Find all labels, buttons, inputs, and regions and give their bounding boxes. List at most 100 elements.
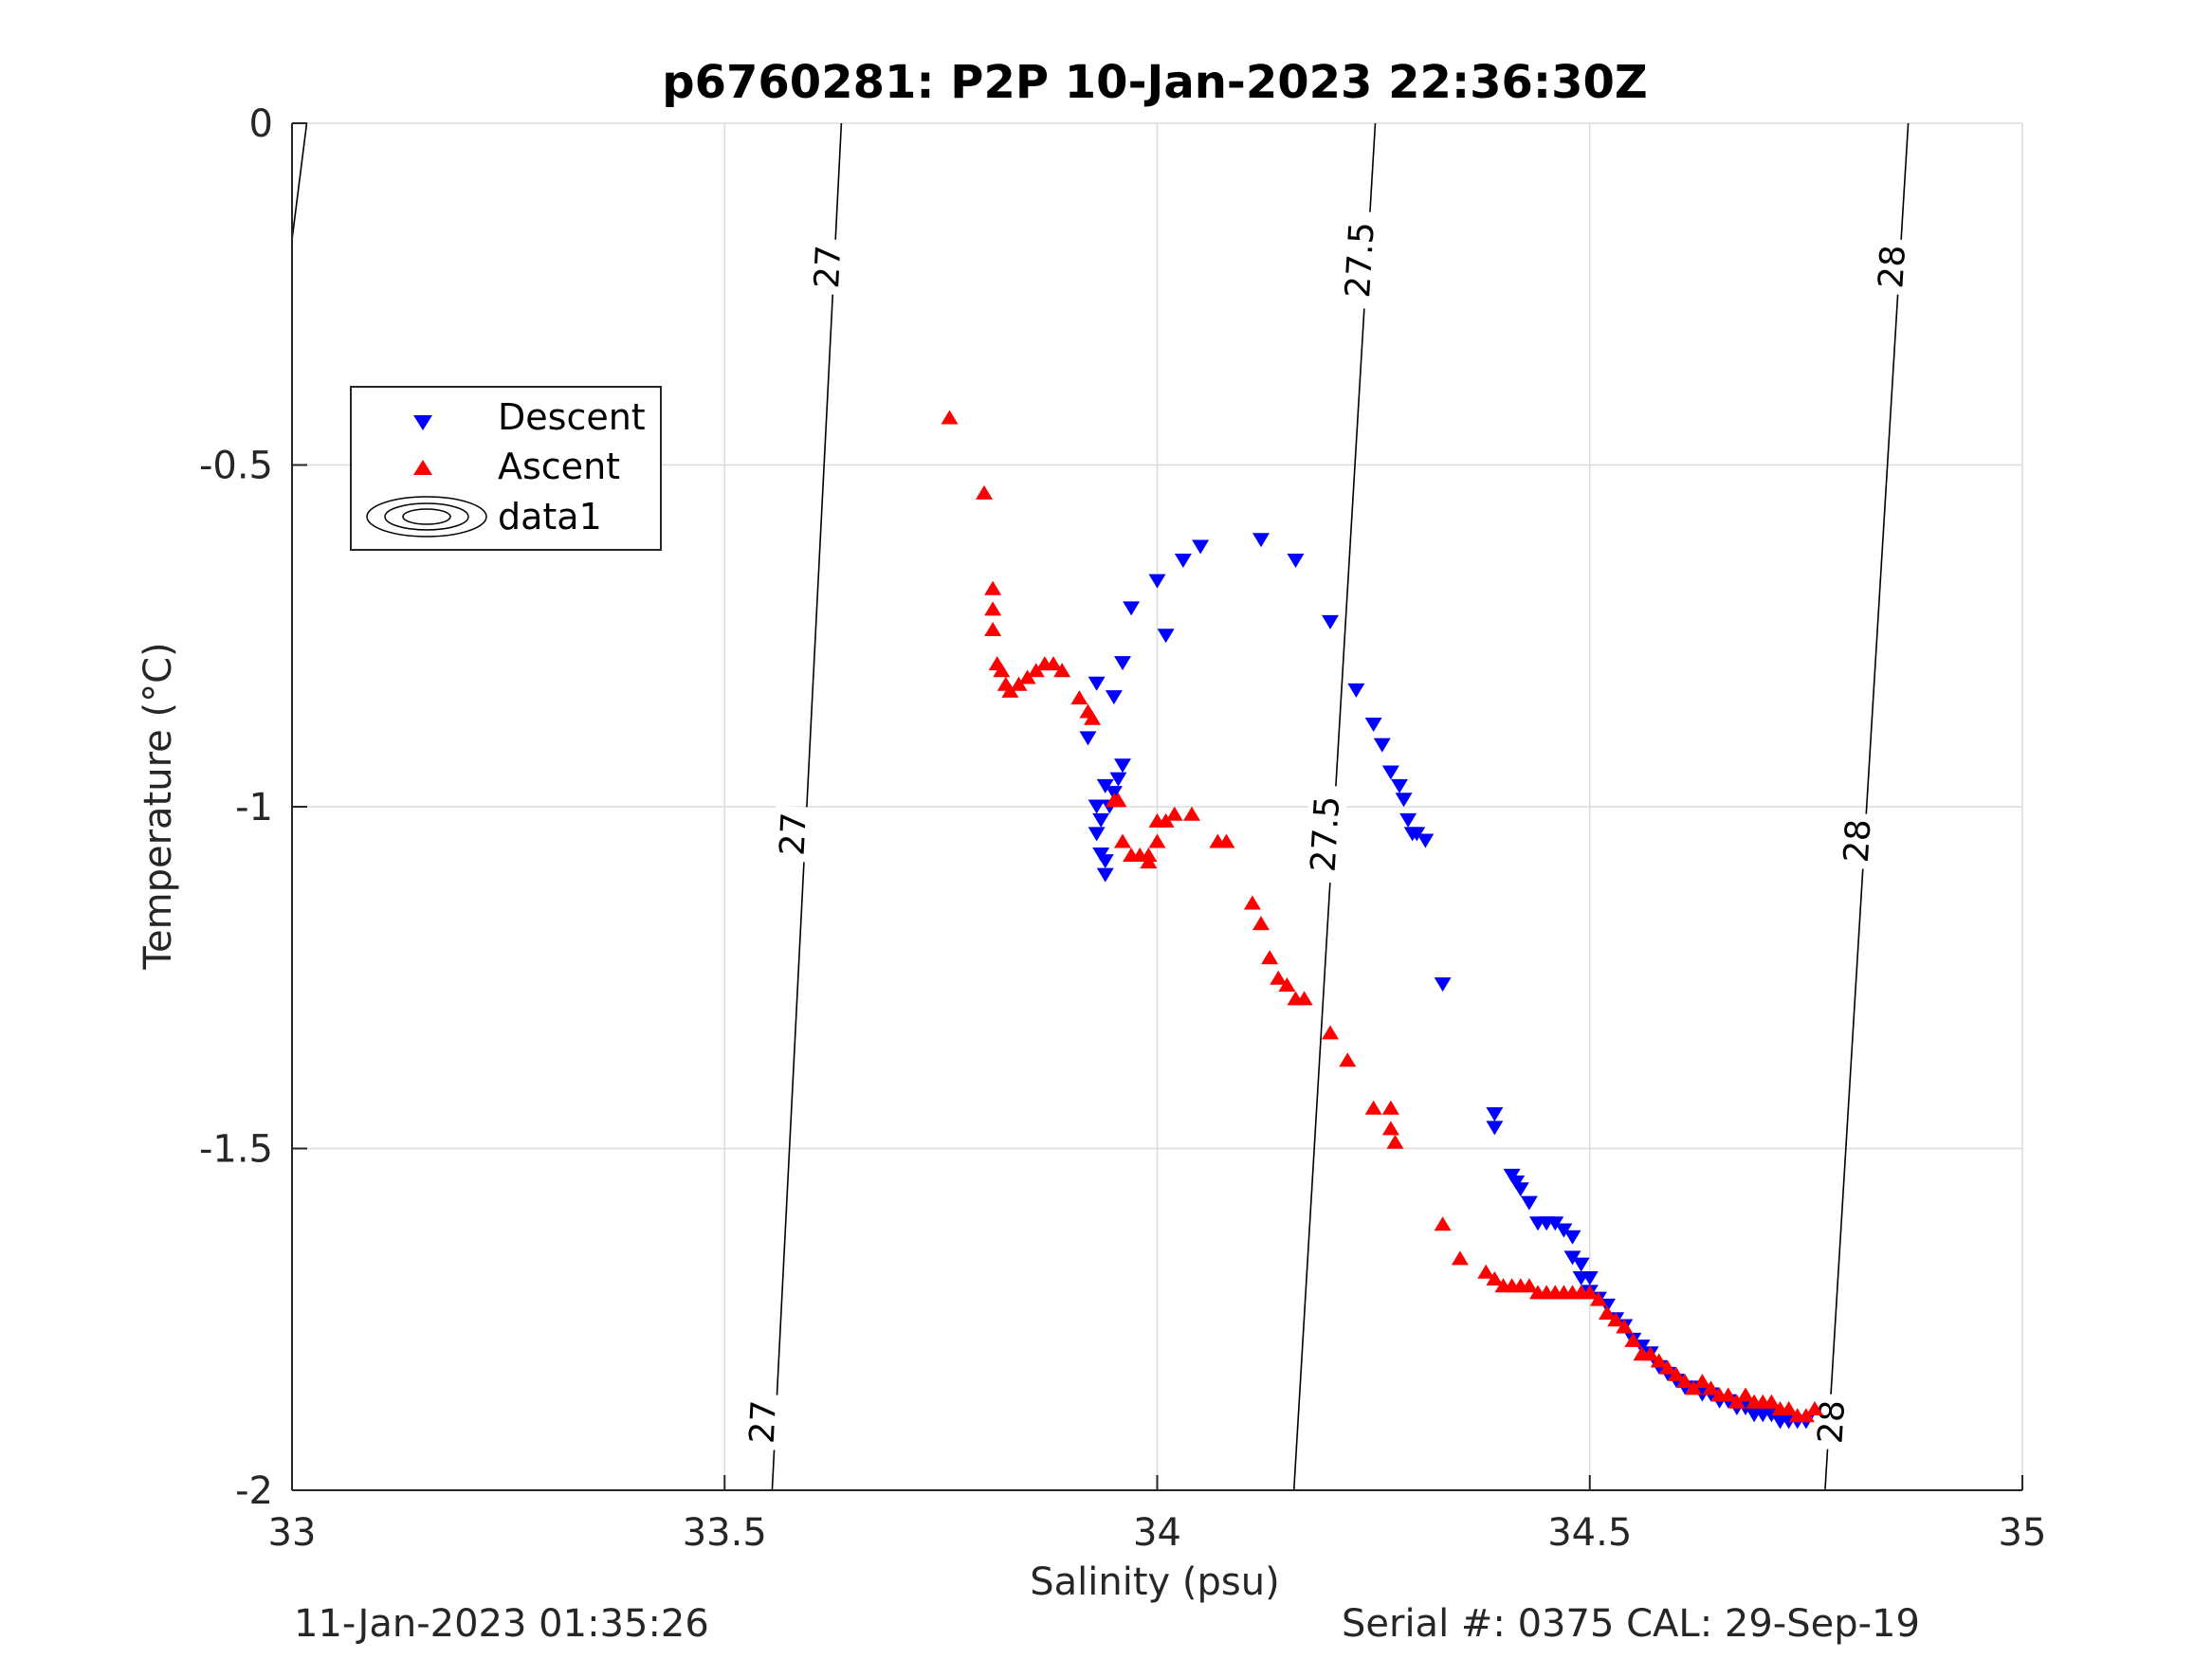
contour-label-bg xyxy=(1811,1393,1854,1451)
descent-point xyxy=(1105,690,1123,705)
x-tick-label: 35 xyxy=(1999,1511,2047,1555)
descent-point xyxy=(1486,1106,1504,1121)
ascent-point xyxy=(1685,1380,1703,1395)
contour-label: 27 xyxy=(774,811,814,857)
contour-label-bg xyxy=(808,238,850,296)
descent-point xyxy=(1088,827,1106,842)
ascent-point xyxy=(1114,833,1131,848)
ascent-point xyxy=(1719,1387,1737,1402)
ascent-point xyxy=(1728,1394,1746,1409)
ascent-point xyxy=(1607,1312,1625,1327)
ascent-point xyxy=(1084,710,1102,725)
footer-timestamp: 11-Jan-2023 01:35:26 xyxy=(294,1602,709,1646)
contour-label: 27.5 xyxy=(1339,221,1382,299)
contour-label-bg xyxy=(773,805,814,863)
descent-point xyxy=(1408,827,1426,842)
y-tick-label: -1.5 xyxy=(199,1128,273,1172)
descent-point xyxy=(1174,553,1192,568)
descent-point xyxy=(1563,1250,1581,1266)
contour-label-bg xyxy=(1872,238,1913,296)
ascent-point xyxy=(1520,1278,1538,1293)
ascent-point xyxy=(1650,1353,1668,1368)
ascent-point xyxy=(1157,812,1175,828)
grid xyxy=(292,122,2023,1490)
ascent-point xyxy=(1053,663,1071,678)
descent-point xyxy=(1417,833,1435,848)
x-tick-label: 33.5 xyxy=(683,1511,767,1555)
contour-label: 28 xyxy=(1837,818,1879,864)
legend-ascent-marker xyxy=(413,460,432,475)
ascent-point xyxy=(1018,669,1036,684)
contour-label-group: 28 xyxy=(1837,811,1879,870)
descent-point xyxy=(1581,1270,1599,1285)
footer-serial-cal: Serial #: 0375 CAL: 29-Sep-19 xyxy=(1342,1602,1920,1646)
contour-label: 27 xyxy=(808,244,849,289)
ascent-point xyxy=(1001,683,1019,698)
y-axis-label: Temperature (°C) xyxy=(137,642,180,970)
descent-point xyxy=(1079,731,1097,746)
legend-descent-marker xyxy=(413,415,432,430)
contour-label: 28 xyxy=(1872,244,1913,289)
descent-point xyxy=(1192,539,1210,555)
descent-point xyxy=(1399,812,1417,828)
y-tick-label: 0 xyxy=(249,102,273,146)
ascent-point xyxy=(1737,1387,1754,1402)
ascent-point xyxy=(1261,950,1279,965)
contour-label-group: 28 xyxy=(1872,238,1913,296)
y-tick-label: -1 xyxy=(235,786,273,830)
descent-point xyxy=(1096,778,1114,793)
descent-point xyxy=(1381,765,1399,780)
descent-point xyxy=(1109,772,1127,787)
ascent-point xyxy=(1658,1359,1676,1375)
descent-point xyxy=(1092,812,1110,828)
ascent-point xyxy=(941,410,959,425)
ascent-point xyxy=(1797,1408,1815,1423)
x-tick-label: 34.5 xyxy=(1547,1511,1632,1555)
ascent-point xyxy=(1624,1332,1642,1347)
descent-point xyxy=(1088,799,1106,814)
ascent-point xyxy=(1010,676,1028,691)
y-tick-label: -2 xyxy=(235,1469,273,1513)
descent-point xyxy=(1520,1195,1538,1211)
descent-point xyxy=(1287,553,1305,568)
ascent-point xyxy=(1668,1366,1685,1381)
descent-point xyxy=(1434,976,1452,992)
contour-line xyxy=(771,122,843,1491)
contour-label-bg xyxy=(1304,784,1348,884)
descent-point xyxy=(1395,793,1413,808)
legend-entry-descent: Descent xyxy=(498,396,646,438)
descent-point xyxy=(1546,1216,1564,1231)
descent-point xyxy=(1563,1230,1581,1245)
legend: Descent Ascent data1 xyxy=(350,386,662,551)
ascent-point xyxy=(1278,976,1296,992)
ascent-point xyxy=(1045,656,1062,671)
descent-point xyxy=(1391,778,1408,793)
ascent-point xyxy=(1322,1025,1339,1040)
descent-point xyxy=(1322,614,1339,629)
legend-contour-icon xyxy=(366,496,487,538)
ascent-point xyxy=(1486,1270,1504,1285)
ascent-point xyxy=(1381,1100,1399,1115)
axes: 33 33.5 34 34.5 35 0 -0.5 -1 -1.5 -2 xyxy=(199,102,2047,1555)
ascent-point xyxy=(976,484,993,500)
contour-line xyxy=(291,122,308,240)
contour-label: 27 xyxy=(743,1399,784,1445)
ascent-series xyxy=(941,410,1823,1423)
chart-title: p6760281: P2P 10-Jan-2023 22:36:30Z xyxy=(662,56,1647,109)
ascent-point xyxy=(1451,1250,1469,1266)
density-contours: 27 27 27 27.5 27.5 28 28 28 xyxy=(291,122,1913,1491)
ascent-point xyxy=(984,622,1002,637)
descent-point xyxy=(1347,683,1365,698)
ascent-point xyxy=(1339,1052,1357,1067)
descent-point xyxy=(1486,1121,1504,1136)
legend-entry-data1: data1 xyxy=(498,496,602,538)
contour-label-bg xyxy=(742,1393,784,1450)
ascent-point xyxy=(1217,833,1235,848)
ascent-point xyxy=(1364,1100,1382,1115)
contour-label-group: 27.5 xyxy=(1338,210,1382,310)
ascent-point xyxy=(1148,833,1166,848)
ascent-point xyxy=(1780,1400,1798,1415)
ascent-point xyxy=(1027,663,1045,678)
x-tick-label: 34 xyxy=(1133,1511,1181,1555)
